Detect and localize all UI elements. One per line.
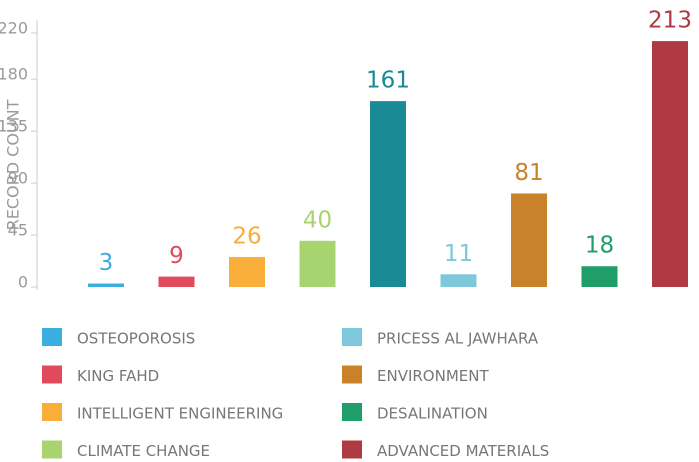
bar: [229, 256, 265, 287]
legend-swatch: [42, 365, 62, 384]
legend-swatch: [342, 403, 362, 421]
y-tick-label: 180: [0, 65, 28, 84]
y-tick-label: 45: [8, 221, 28, 240]
legend-label: DESALINATION: [377, 405, 488, 423]
value-label: 11: [444, 241, 473, 267]
y-axis-label: RECORD COUNT: [4, 99, 23, 230]
y-tick-label: 220: [0, 19, 28, 38]
y-tick-label: 0: [18, 273, 28, 292]
legend-label: INTELLIGENT ENGINEERING: [77, 405, 283, 423]
legend-swatch: [342, 440, 362, 459]
value-label: 161: [366, 68, 410, 94]
value-label: 40: [303, 207, 332, 233]
value-label: 213: [648, 8, 692, 34]
value-label: 9: [169, 243, 184, 269]
legend-label: KING FAHD: [77, 367, 159, 385]
bar: [158, 276, 195, 287]
legend-label: ENVIRONMENT: [377, 367, 489, 385]
bar: [299, 240, 336, 287]
bar: [652, 41, 688, 287]
bar: [370, 101, 406, 287]
y-tick-label: 135: [0, 117, 28, 136]
legend-swatch: [342, 328, 362, 346]
bar: [440, 274, 477, 287]
bar: [511, 193, 547, 287]
legend-label: ADVANCED MATERIALS: [377, 442, 549, 460]
bar: [88, 283, 124, 287]
legend-swatch: [42, 328, 62, 346]
legend-label: OSTEOPOROSIS: [77, 330, 195, 348]
value-label: 18: [585, 233, 614, 259]
legend-swatch: [42, 440, 62, 459]
legend-label: CLIMATE CHANGE: [77, 442, 210, 460]
y-tick-label: 90: [8, 169, 28, 188]
value-label: 81: [514, 160, 543, 186]
value-label: 26: [232, 223, 261, 249]
legend-swatch: [342, 365, 362, 384]
legend-swatch: [42, 403, 62, 421]
value-label: 3: [99, 250, 114, 276]
legend-label: PRICESS AL JAWHARA: [377, 330, 539, 348]
bar: [581, 266, 618, 287]
